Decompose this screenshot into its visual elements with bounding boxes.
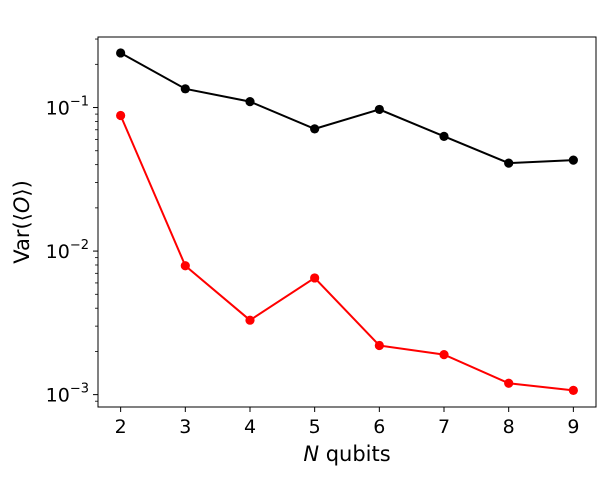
series-2-point (375, 341, 384, 350)
series-1-point (116, 48, 125, 57)
series-1-point (310, 124, 319, 133)
y-axis-label: Var(⟨O⟩) (10, 180, 34, 264)
series-2-line (121, 116, 574, 391)
series-1-point (245, 97, 254, 106)
series-2-point (504, 379, 513, 388)
x-tick-label: 2 (115, 416, 127, 438)
plot-frame (98, 37, 596, 407)
y-tick-label: 10−3 (46, 382, 89, 407)
series-2-point (310, 273, 319, 282)
x-axis-label: N qubits (303, 442, 390, 466)
y-tick-label: 10−1 (46, 95, 89, 120)
y-axis-label-suffix: ⟩) (10, 180, 34, 196)
x-tick-label: 8 (503, 416, 515, 438)
x-tick-label: 9 (567, 416, 579, 438)
y-axis-label-prefix: Var(⟨ (10, 213, 34, 264)
series-1-point (181, 84, 190, 93)
series-2-point (116, 111, 125, 120)
series-1-point (504, 159, 513, 168)
x-tick-label: 7 (438, 416, 450, 438)
series-1-point (375, 105, 384, 114)
x-tick-label: 5 (309, 416, 321, 438)
y-tick-label: 10−2 (46, 238, 89, 263)
plot-marks (116, 48, 578, 395)
x-tick-label: 6 (373, 416, 385, 438)
series-1-point (439, 132, 448, 141)
x-tick-label: 3 (179, 416, 191, 438)
x-axis-label-text: qubits (319, 442, 391, 466)
series-2-point (245, 316, 254, 325)
x-tick-label: 4 (244, 416, 256, 438)
series-2-point (569, 386, 578, 395)
y-axis-label-variable: O (10, 197, 34, 214)
series-1-line (121, 53, 574, 163)
x-axis-label-variable: N (303, 442, 319, 466)
series-2-point (439, 350, 448, 359)
series-2-point (181, 261, 190, 270)
series-1-point (569, 156, 578, 165)
